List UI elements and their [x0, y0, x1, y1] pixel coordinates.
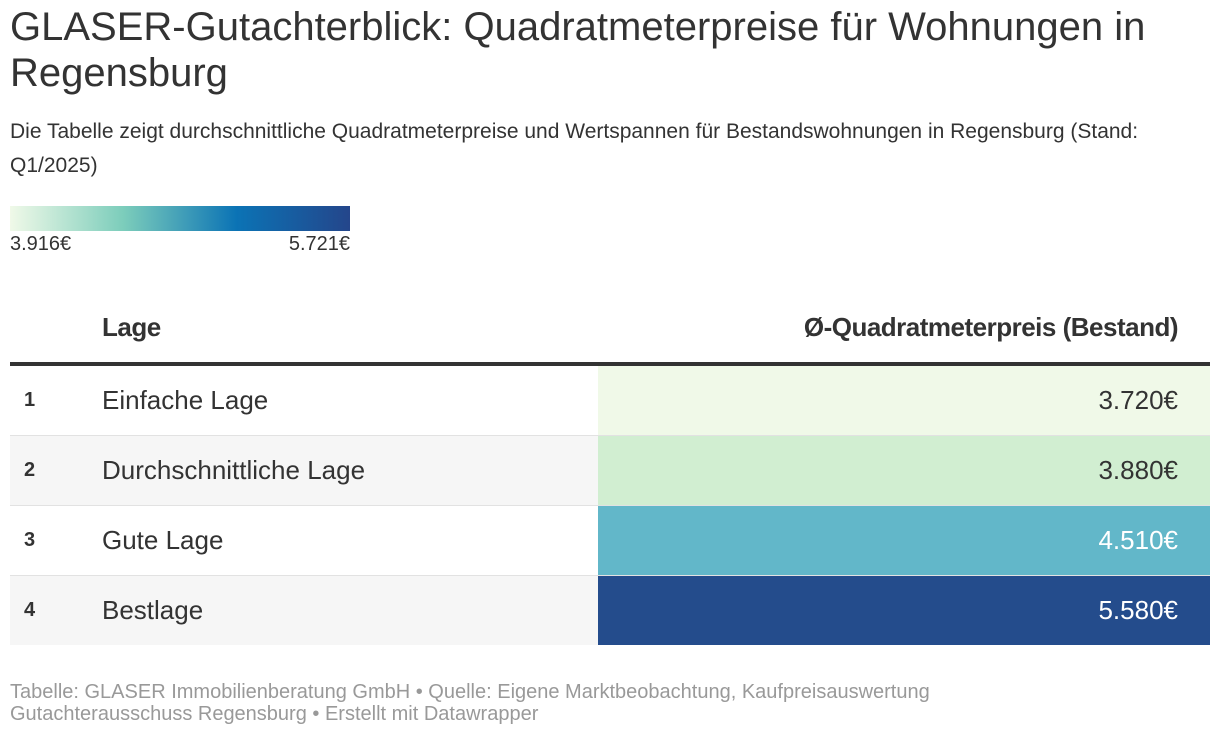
row-lage: Einfache Lage	[102, 364, 598, 436]
color-legend: 3.916€ 5.721€	[10, 206, 350, 257]
row-rank: 4	[10, 575, 102, 645]
row-price: 3.880€	[598, 435, 1210, 506]
legend-labels: 3.916€ 5.721€	[10, 231, 350, 257]
row-lage: Gute Lage	[102, 505, 598, 576]
row-lage: Durchschnittliche Lage	[102, 435, 598, 506]
table-row: 1 Einfache Lage 3.720€	[10, 364, 1210, 436]
chart-subtitle: Die Tabelle zeigt durchschnittliche Quad…	[10, 120, 1139, 177]
header-price: Ø-Quadratmeterpreis (Bestand)	[803, 311, 1179, 342]
footer-line-2: Gutachterausschuss Regensburg • Erstellt…	[10, 703, 539, 725]
legend-min-label: 3.916€	[10, 233, 72, 255]
row-price: 5.580€	[598, 575, 1210, 645]
row-rank: 1	[10, 364, 102, 436]
table-row: 4 Bestlage 5.580€	[10, 575, 1210, 645]
chart-footer: Tabelle: GLASER Immobilienberatung GmbH …	[10, 681, 1210, 725]
row-lage: Bestlage	[102, 575, 598, 645]
row-price: 3.720€	[598, 364, 1210, 436]
row-rank: 3	[10, 505, 102, 576]
chart-title: GLASER-Gutachterblick: Quadratmeterpreis…	[10, 5, 1146, 95]
header-lage: Lage	[102, 311, 161, 342]
table-header-row: Lage Ø-Quadratmeterpreis (Bestand)	[10, 292, 1210, 364]
footer-line-1: Tabelle: GLASER Immobilienberatung GmbH …	[10, 681, 930, 703]
table-row: 2 Durchschnittliche Lage 3.880€	[10, 435, 1210, 506]
price-table: Lage Ø-Quadratmeterpreis (Bestand) 1 Einf…	[10, 292, 1210, 645]
legend-max-label: 5.721€	[288, 233, 350, 255]
table-row: 3 Gute Lage 4.510€	[10, 505, 1210, 576]
legend-gradient-bar	[10, 206, 350, 231]
row-price: 4.510€	[598, 505, 1210, 576]
row-rank: 2	[10, 435, 102, 506]
header-rank	[10, 292, 102, 364]
table-body: 1 Einfache Lage 3.720€ 2 Durchschnittliche L…	[10, 364, 1210, 645]
